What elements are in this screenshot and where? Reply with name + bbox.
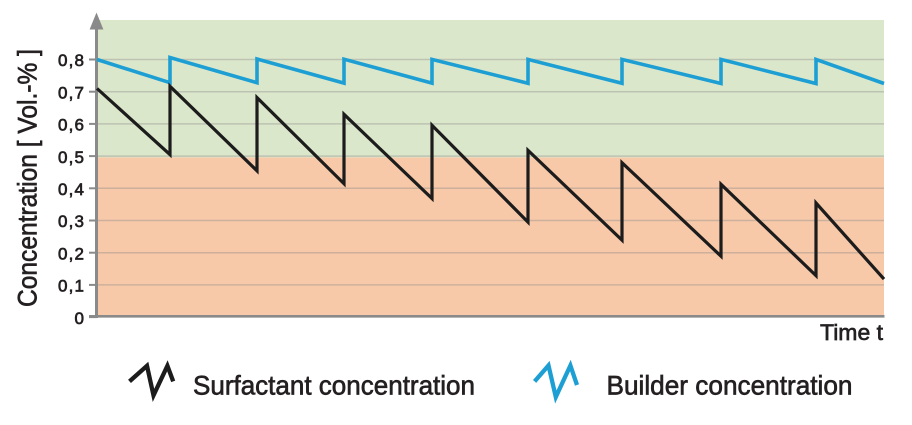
- svg-text:0: 0: [75, 309, 84, 328]
- svg-text:0,4: 0,4: [58, 180, 84, 199]
- svg-text:0,1: 0,1: [58, 277, 84, 296]
- svg-text:0,6: 0,6: [58, 116, 84, 135]
- svg-text:0,3: 0,3: [58, 212, 84, 231]
- svg-text:Concentration [ Vol.-% ]: Concentration [ Vol.-% ]: [13, 49, 43, 307]
- svg-text:0,8: 0,8: [58, 51, 84, 70]
- svg-text:Time t: Time t: [820, 320, 883, 345]
- svg-text:Surfactant concentration: Surfactant concentration: [193, 371, 475, 401]
- svg-text:0,2: 0,2: [58, 244, 84, 263]
- svg-text:0,7: 0,7: [58, 83, 84, 102]
- svg-text:Builder concentration: Builder concentration: [607, 371, 853, 401]
- svg-text:0,5: 0,5: [58, 148, 84, 167]
